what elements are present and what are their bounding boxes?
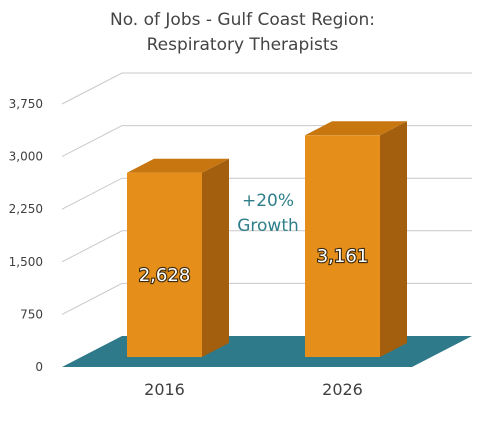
bar-side	[202, 158, 229, 357]
x-tick-label: 2026	[322, 380, 363, 399]
bar-value-label: 3,161	[317, 246, 369, 267]
y-tick-label: 2,250	[9, 202, 43, 216]
gridline	[61, 282, 472, 315]
bar-top	[127, 158, 229, 173]
bar-front	[127, 172, 202, 357]
bar-2026: 3,161	[305, 121, 407, 357]
annotation-line2: Growth	[237, 216, 299, 236]
chart-title-line1: No. of Jobs - Gulf Coast Region:	[109, 10, 376, 30]
bars: 2,628 3,161	[127, 121, 407, 357]
y-tick-labels: 0 750 1,500 2,250 3,000 3,750	[9, 97, 43, 374]
annotation: +20% Growth	[237, 191, 299, 236]
x-tick-label: 2016	[144, 380, 185, 399]
annotation-line1: +20%	[242, 191, 294, 211]
bar-front	[305, 135, 380, 357]
y-tick-label: 750	[20, 307, 43, 321]
bar-value-label: 2,628	[139, 265, 191, 286]
x-tick-labels: 2016 2026	[144, 380, 363, 399]
y-tick-label: 1,500	[9, 255, 43, 269]
floor	[62, 336, 472, 367]
gridline	[61, 125, 472, 158]
bar-side	[380, 121, 407, 357]
chart-floor	[62, 336, 472, 367]
bar-2016: 2,628	[127, 158, 229, 357]
chart-title-line2: Respiratory Therapists	[146, 35, 339, 55]
gridline	[61, 72, 472, 105]
y-tick-label: 3,750	[9, 97, 43, 111]
y-tick-label: 3,000	[9, 150, 43, 164]
y-tick-label: 0	[35, 360, 43, 374]
bar-top	[305, 121, 407, 136]
